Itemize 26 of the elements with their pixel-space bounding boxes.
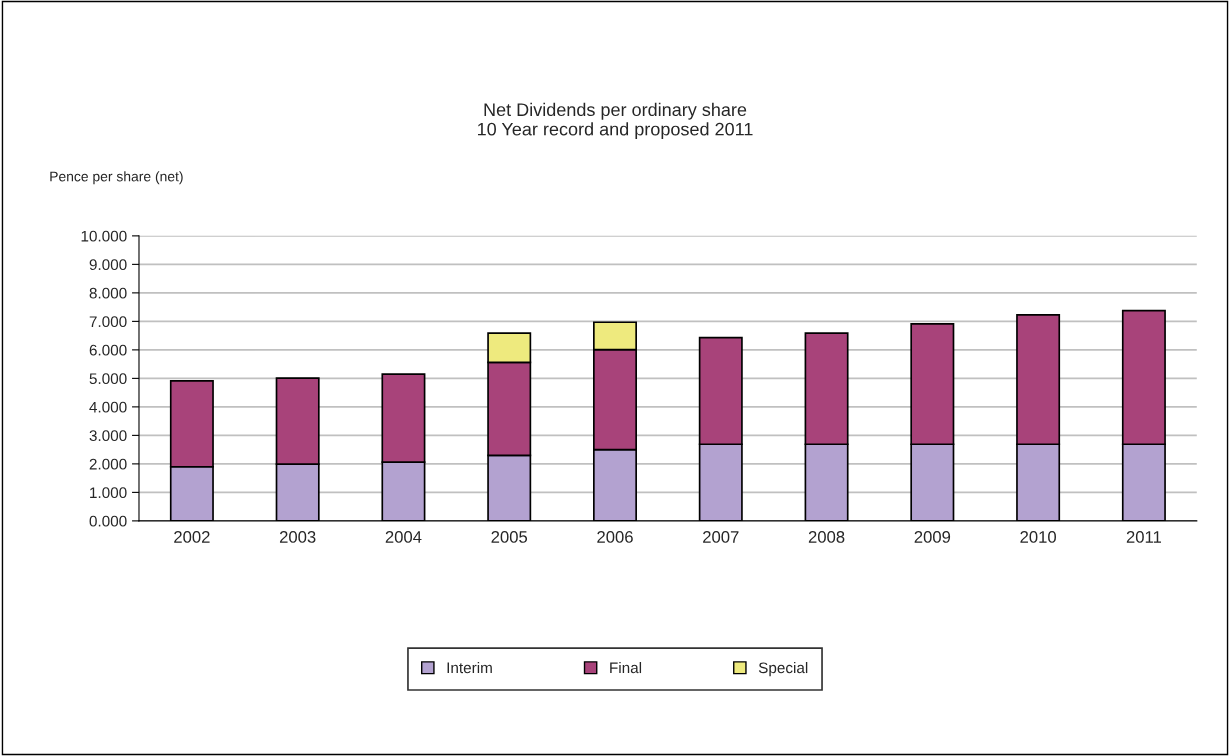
legend-label: Special: [758, 661, 808, 677]
x-tick-label: 2009: [914, 531, 951, 543]
x-tick-label: 2004: [385, 531, 422, 543]
y-tick-label: 6.000: [89, 344, 127, 356]
chart-title: Net Dividends per ordinary share 10 Year record and proposed 2011: [478, 102, 753, 140]
legend-label: Interim: [447, 661, 492, 674]
y-tick-label: 4.000: [89, 401, 127, 413]
y-tick-label: 3.000: [89, 430, 127, 442]
y-axis-title: Pence per share (net): [50, 171, 183, 185]
x-tick-label: 2011: [1126, 531, 1162, 543]
y-tick-label: 7.000: [89, 316, 127, 328]
y-tick-label: 0.000: [89, 515, 127, 527]
x-tick-label: 2003: [279, 531, 316, 543]
y-tick-label: 9.000: [89, 259, 127, 271]
y-tick-label: 5.000: [89, 373, 127, 385]
x-tick-label: 2007: [703, 531, 739, 543]
y-tick-label: 8.000: [89, 287, 127, 299]
x-tick-label: 2002: [174, 531, 210, 543]
x-tick-label: 2005: [491, 531, 528, 543]
x-tick-label: 2006: [597, 531, 633, 543]
y-tick-label: 1.000: [90, 487, 127, 499]
x-tick-label: 2010: [1020, 531, 1057, 543]
y-tick-label: 2.000: [89, 458, 127, 470]
legend-label: Final: [610, 661, 642, 674]
x-tick-label: 2008: [808, 531, 845, 543]
y-tick-label: 10.000: [81, 230, 127, 242]
